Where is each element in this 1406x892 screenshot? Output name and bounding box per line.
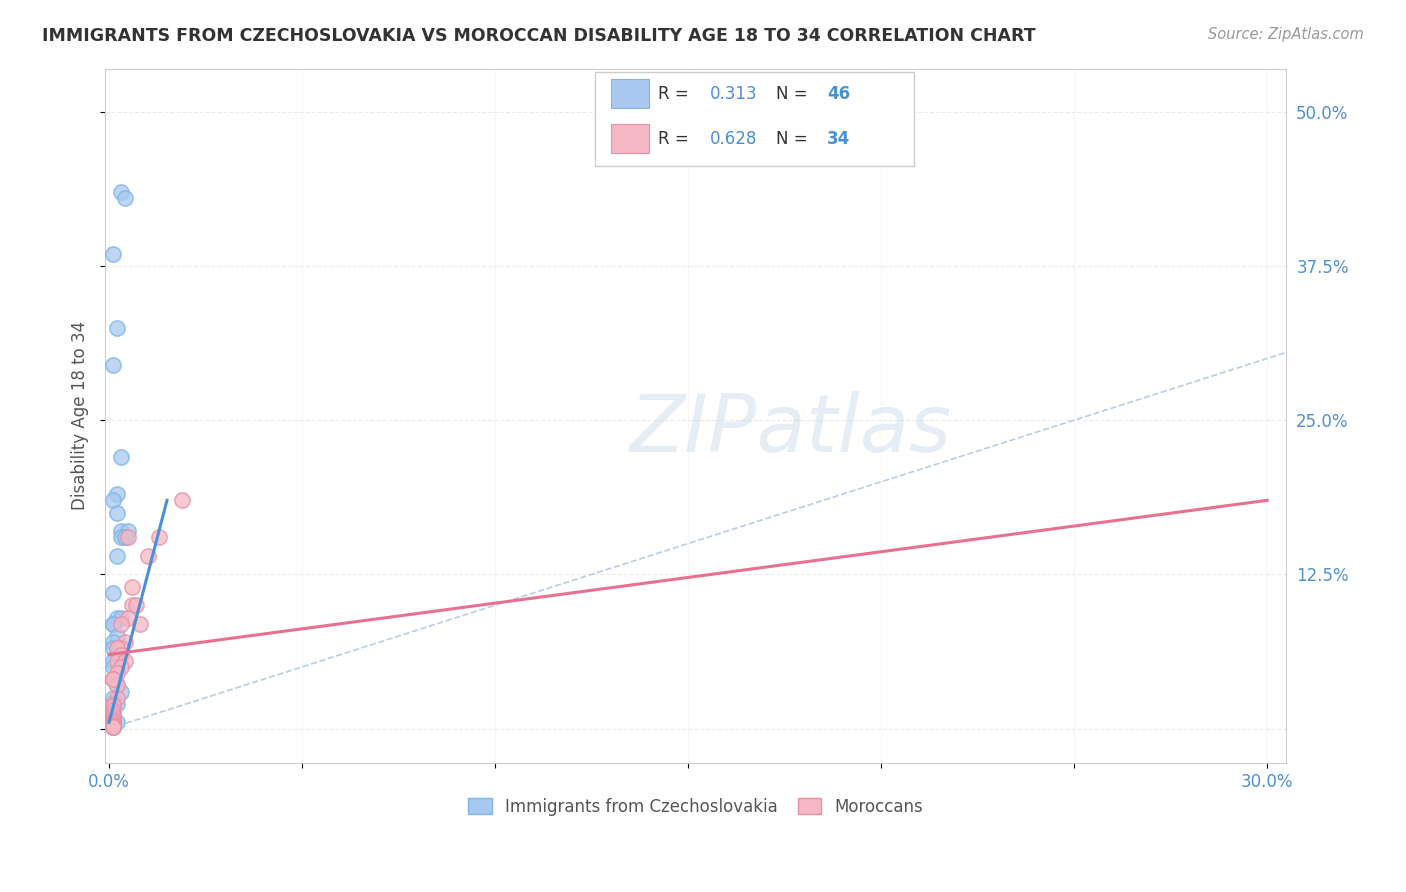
Point <box>101 672 124 686</box>
Point <box>105 320 128 334</box>
Point <box>101 697 124 711</box>
Point <box>101 718 124 732</box>
Point <box>101 690 124 705</box>
Point <box>105 506 128 520</box>
Point <box>101 715 124 730</box>
Point <box>101 719 124 733</box>
Point <box>105 678 128 692</box>
Text: ZIPatlas: ZIPatlas <box>630 391 952 468</box>
Point <box>101 709 124 723</box>
Point <box>101 718 124 732</box>
Point <box>110 660 132 674</box>
Legend: Immigrants from Czechoslovakia, Moroccans: Immigrants from Czechoslovakia, Moroccan… <box>460 789 932 824</box>
Text: IMMIGRANTS FROM CZECHOSLOVAKIA VS MOROCCAN DISABILITY AGE 18 TO 34 CORRELATION C: IMMIGRANTS FROM CZECHOSLOVAKIA VS MOROCC… <box>42 27 1036 45</box>
Point <box>101 703 124 717</box>
Point <box>110 450 132 465</box>
Point <box>105 629 128 643</box>
Text: 46: 46 <box>827 85 851 103</box>
Point <box>117 524 139 538</box>
Point <box>172 493 194 508</box>
Point <box>129 616 152 631</box>
Point <box>110 185 132 199</box>
FancyBboxPatch shape <box>610 124 648 153</box>
Point <box>148 530 170 544</box>
Point <box>125 598 148 612</box>
Point <box>105 678 128 692</box>
Point <box>101 616 124 631</box>
Point <box>110 524 132 538</box>
Point <box>101 699 124 714</box>
Point <box>101 715 124 730</box>
Point <box>101 641 124 656</box>
Point <box>101 709 124 723</box>
Point <box>101 718 124 732</box>
Point <box>105 715 128 730</box>
Point <box>105 666 128 681</box>
Point <box>105 487 128 501</box>
Point <box>114 530 136 544</box>
Point <box>101 706 124 720</box>
Point <box>121 598 143 612</box>
Point <box>101 712 124 726</box>
Point <box>105 610 128 624</box>
Point <box>110 684 132 698</box>
Point <box>105 654 128 668</box>
Point <box>101 714 124 728</box>
Point <box>101 720 124 734</box>
Point <box>105 690 128 705</box>
Text: 0.628: 0.628 <box>710 130 758 148</box>
Text: R =: R = <box>658 85 695 103</box>
Point <box>121 580 143 594</box>
Y-axis label: Disability Age 18 to 34: Disability Age 18 to 34 <box>72 321 89 510</box>
Point <box>136 549 159 563</box>
Text: 0.313: 0.313 <box>710 85 758 103</box>
Point <box>110 641 132 656</box>
Point <box>101 719 124 733</box>
Point <box>101 635 124 649</box>
Point <box>117 530 139 544</box>
Point <box>101 616 124 631</box>
Point <box>117 610 139 624</box>
Point <box>110 610 132 624</box>
Point <box>105 697 128 711</box>
Point <box>101 703 124 717</box>
Point <box>101 358 124 372</box>
Point <box>101 720 124 734</box>
Point <box>101 672 124 686</box>
Point <box>114 654 136 668</box>
Point <box>101 719 124 733</box>
Text: 34: 34 <box>827 130 851 148</box>
Point <box>101 672 124 686</box>
Point <box>114 635 136 649</box>
Point <box>101 716 124 731</box>
Point <box>101 246 124 260</box>
Point <box>101 720 124 734</box>
FancyBboxPatch shape <box>595 72 914 166</box>
Text: N =: N = <box>776 130 813 148</box>
Text: R =: R = <box>658 130 695 148</box>
Point <box>101 660 124 674</box>
Text: N =: N = <box>776 85 813 103</box>
Point <box>101 654 124 668</box>
Point <box>114 530 136 544</box>
Point <box>110 530 132 544</box>
Point <box>101 586 124 600</box>
Point <box>101 718 124 732</box>
Point <box>110 648 132 662</box>
Point <box>110 641 132 656</box>
FancyBboxPatch shape <box>610 78 648 108</box>
Point <box>105 549 128 563</box>
Text: Source: ZipAtlas.com: Source: ZipAtlas.com <box>1208 27 1364 42</box>
Point <box>101 715 124 730</box>
Point <box>114 191 136 205</box>
Point <box>110 616 132 631</box>
Point <box>105 641 128 656</box>
Point <box>105 648 128 662</box>
Point <box>105 641 128 656</box>
Point <box>101 493 124 508</box>
Point <box>101 720 124 734</box>
